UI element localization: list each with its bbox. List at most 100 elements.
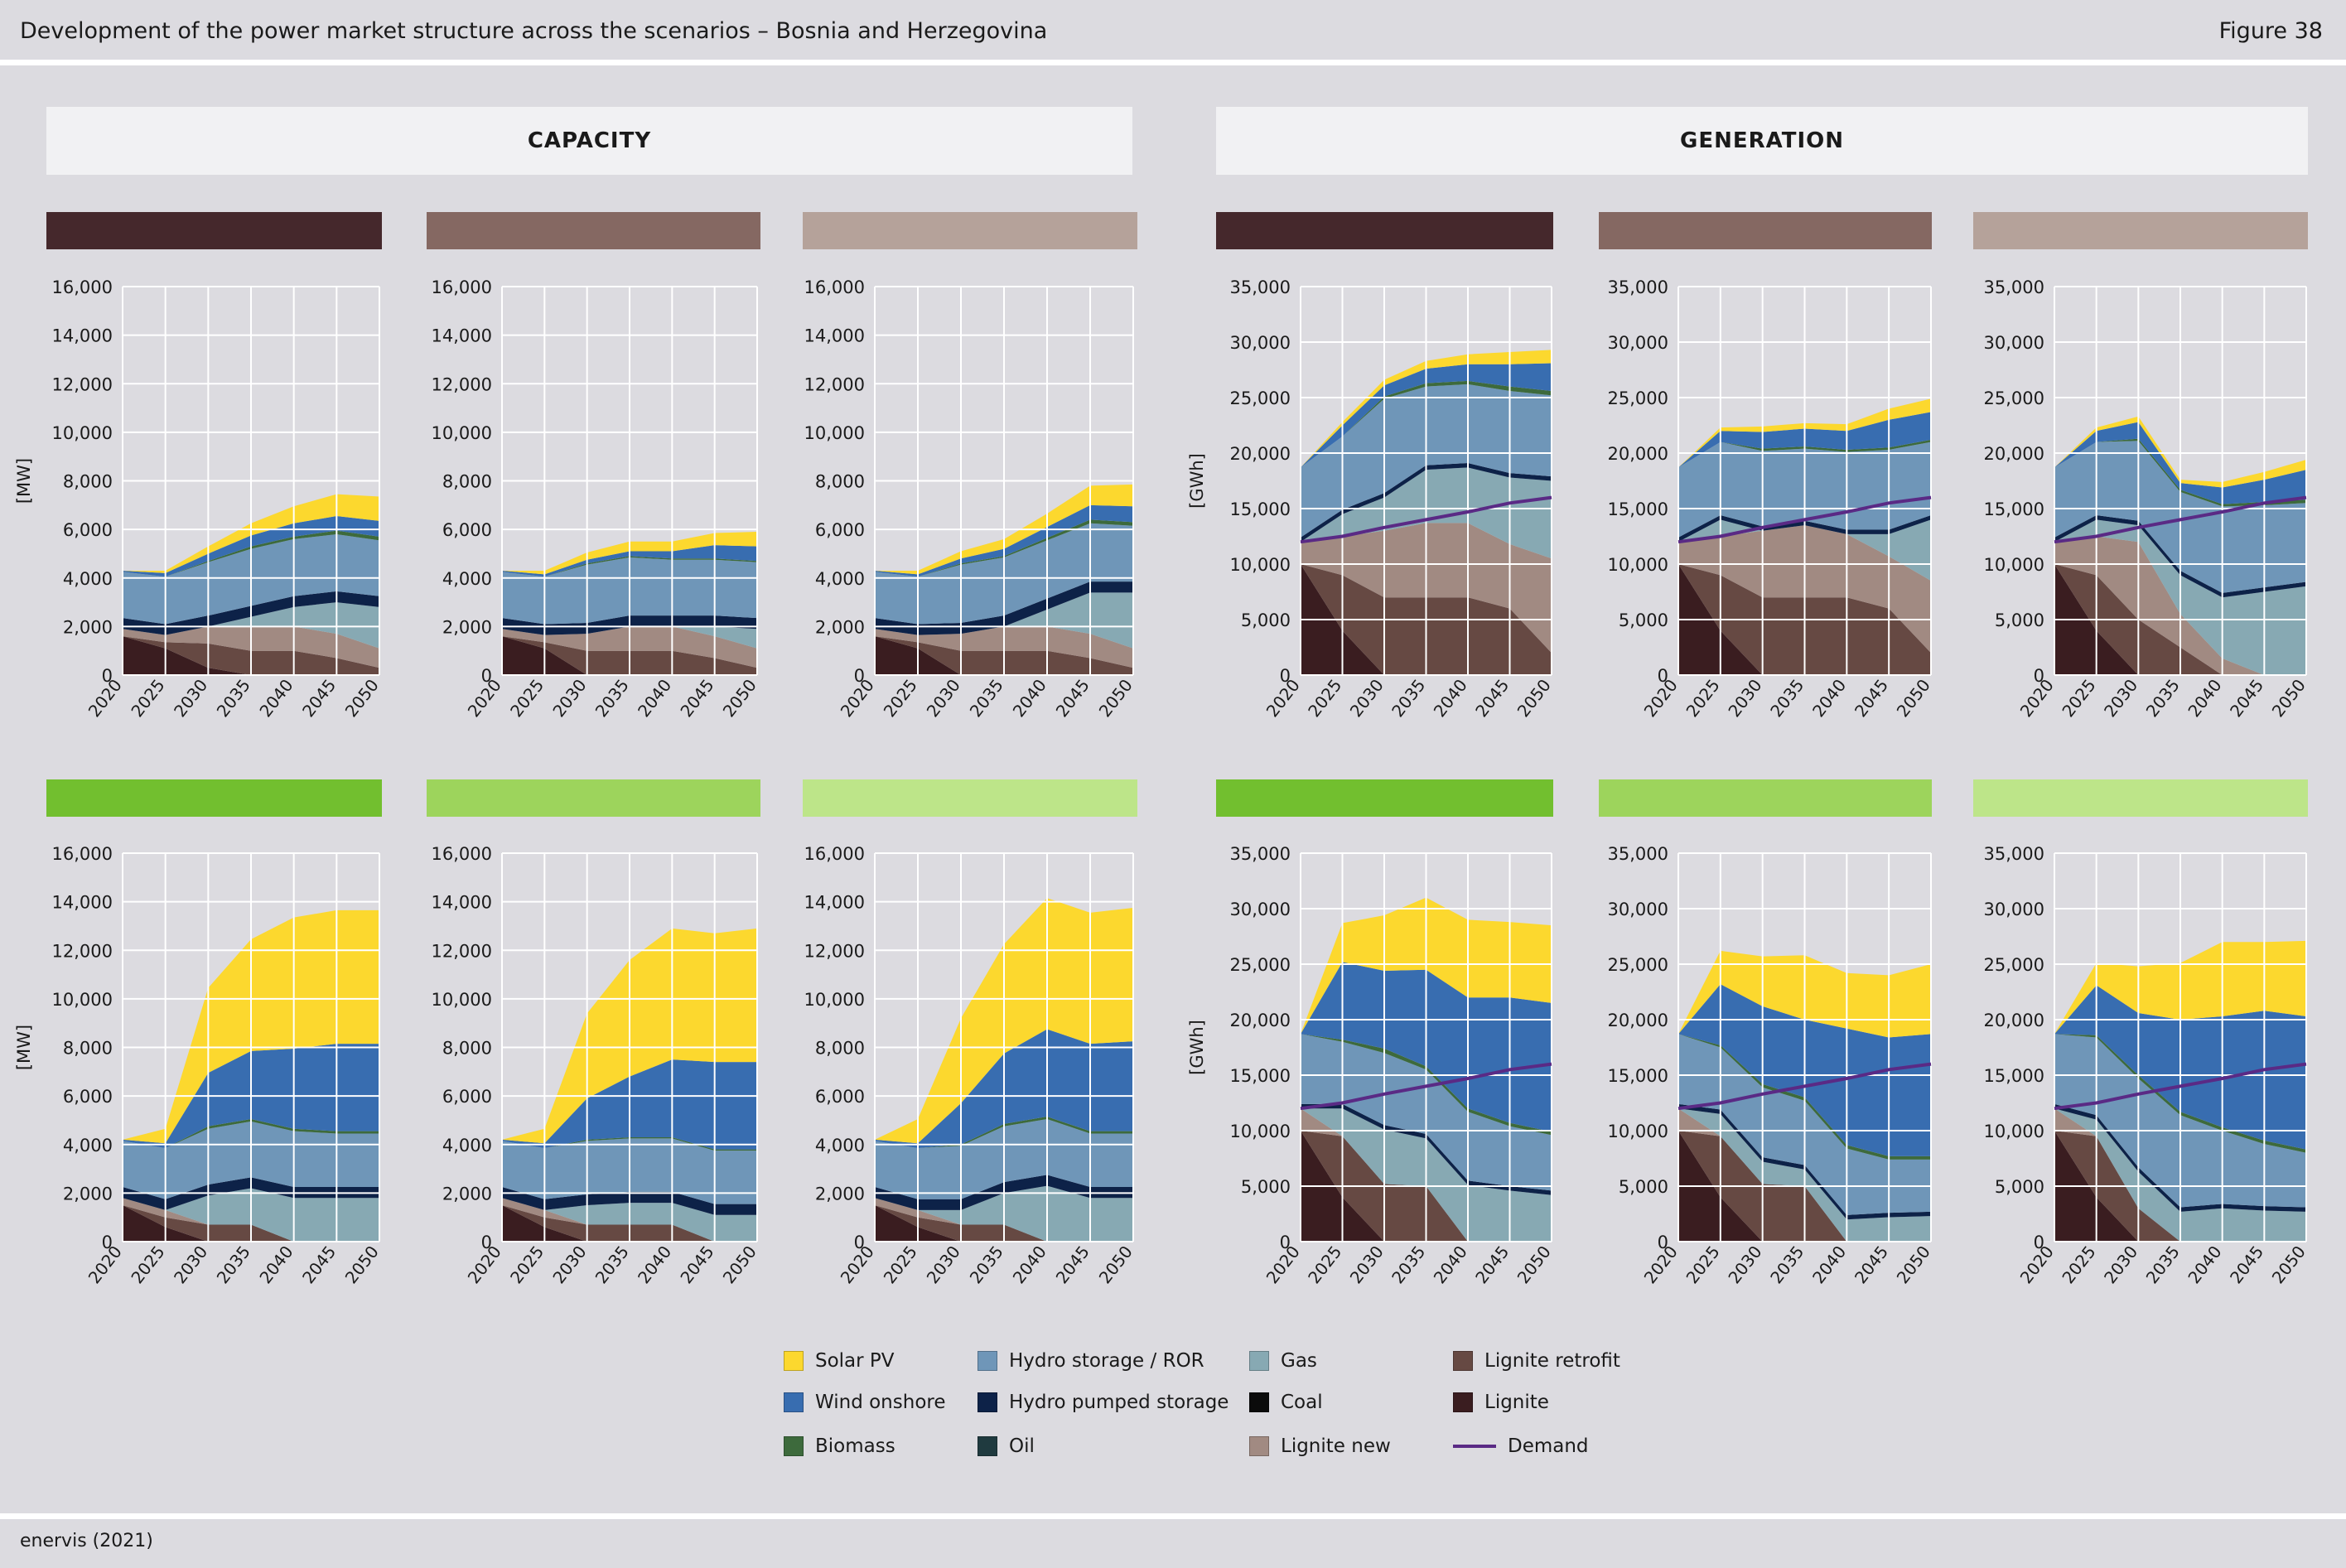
y-tick-label: 20,000 bbox=[1608, 444, 1668, 464]
y-tick-label: 0 bbox=[481, 1233, 492, 1252]
scenario-bar-capacity-5 bbox=[427, 779, 760, 817]
y-tick-label: 4,000 bbox=[442, 1136, 492, 1155]
y-tick-label: 2,000 bbox=[815, 617, 865, 637]
legend-item: Lignite bbox=[1453, 1390, 1549, 1415]
legend-item: Demand bbox=[1453, 1434, 1589, 1459]
x-tick-label: 2025 bbox=[127, 675, 168, 721]
y-tick-label: 15,000 bbox=[1230, 499, 1291, 519]
legend-item: Gas bbox=[1249, 1348, 1317, 1373]
legend: Solar PV Wind onshore Biomass Hydro storage… bbox=[784, 1348, 1620, 1464]
y-tick-label: 20,000 bbox=[1608, 1011, 1668, 1030]
area-hydro-pumped-storage bbox=[2054, 515, 2306, 598]
y-tick-label: 35,000 bbox=[1230, 844, 1291, 864]
figure-label: Figure 38 bbox=[2218, 18, 2323, 44]
y-tick-label: 10,000 bbox=[432, 423, 492, 443]
legend-label: Hydro pumped storage bbox=[1009, 1392, 1229, 1413]
legend-label: Wind onshore bbox=[815, 1392, 946, 1413]
x-tick-label: 2045 bbox=[1471, 1242, 1513, 1287]
area-solar-pv bbox=[1678, 398, 1931, 468]
page-title: Development of the power market structur… bbox=[20, 18, 1048, 44]
x-tick-label: 2020 bbox=[837, 1242, 878, 1287]
x-tick-label: 2025 bbox=[1682, 1242, 1724, 1287]
legend-item: Coal bbox=[1249, 1390, 1323, 1415]
area-lignite bbox=[123, 636, 379, 675]
y-tick-label: 15,000 bbox=[1984, 1066, 2044, 1086]
x-tick-label: 2030 bbox=[170, 675, 211, 721]
chart-generation-6: 0 5,000 10,000 15,000 20,000 25,000 30,000 35,0… bbox=[1973, 779, 2310, 1287]
x-tick-label: 2020 bbox=[837, 675, 878, 721]
x-tick-label: 2050 bbox=[341, 675, 383, 721]
x-tick-label: 2030 bbox=[548, 1242, 590, 1287]
scenario-bar-capacity-4 bbox=[46, 779, 382, 817]
y-tick-label: 35,000 bbox=[1984, 844, 2044, 864]
y-tick-label: 6,000 bbox=[815, 1087, 865, 1107]
x-tick-label: 2050 bbox=[1893, 675, 1934, 721]
y-tick-label: 14,000 bbox=[804, 326, 865, 346]
area-lignite bbox=[2054, 564, 2306, 675]
y-tick-label: 15,000 bbox=[1230, 1066, 1291, 1086]
x-tick-label: 2035 bbox=[213, 675, 254, 721]
area-solar-pv bbox=[1301, 350, 1552, 468]
y-tick-label: 16,000 bbox=[432, 844, 492, 864]
scenario-bar-generation-3 bbox=[1973, 212, 2308, 249]
y-tick-label: 6,000 bbox=[815, 520, 865, 540]
demand-line bbox=[1300, 1062, 1552, 1111]
y-tick-label: 2,000 bbox=[442, 617, 492, 637]
x-tick-label: 2020 bbox=[1262, 675, 1304, 721]
header-bar: Development of the power market structur… bbox=[0, 0, 2346, 61]
y-tick-label: 0 bbox=[102, 666, 113, 686]
legend-label: Demand bbox=[1508, 1435, 1589, 1457]
legend-swatch bbox=[784, 1436, 804, 1456]
scenario-bar-generation-6 bbox=[1973, 779, 2308, 817]
y-tick-label: 8,000 bbox=[442, 472, 492, 492]
x-tick-label: 2040 bbox=[2184, 1242, 2225, 1287]
y-tick-label: 5,000 bbox=[1619, 1177, 1668, 1197]
area-lignite bbox=[502, 1205, 757, 1242]
chart-capacity-5: 0 2,000 4,000 6,000 8,000 10,000 12,000 14,000 1… bbox=[427, 779, 760, 1287]
x-tick-label: 2050 bbox=[1513, 675, 1555, 721]
x-tick-label: 2035 bbox=[591, 675, 633, 721]
y-tick-label: 20,000 bbox=[1984, 444, 2044, 464]
y-tick-label: 10,000 bbox=[52, 423, 113, 443]
x-tick-label: 2020 bbox=[464, 1242, 505, 1287]
y-tick-label: 2,000 bbox=[815, 1184, 865, 1204]
y-tick-label: 16,000 bbox=[804, 844, 865, 864]
generation-section-header: GENERATION bbox=[1216, 107, 2308, 175]
legend-swatch bbox=[1249, 1351, 1269, 1371]
legend-swatch bbox=[978, 1436, 997, 1456]
x-tick-label: 2030 bbox=[923, 1242, 964, 1287]
x-tick-label: 2035 bbox=[1388, 1242, 1429, 1287]
demand-line bbox=[1300, 495, 1552, 544]
header-divider bbox=[0, 60, 2346, 65]
area-lignite-retrofit bbox=[2054, 1131, 2306, 1242]
legend-label: Biomass bbox=[815, 1435, 895, 1457]
x-tick-label: 2035 bbox=[1766, 1242, 1808, 1287]
x-tick-label: 2050 bbox=[2268, 1242, 2310, 1287]
legend-swatch bbox=[1453, 1392, 1473, 1412]
x-tick-label: 2040 bbox=[1808, 675, 1850, 721]
chart-generation-5: 0 5,000 10,000 15,000 20,000 25,000 30,000 35,0… bbox=[1599, 779, 1934, 1287]
y-axis-label: [MW] bbox=[14, 1025, 34, 1070]
legend-item: Hydro storage / ROR bbox=[978, 1348, 1204, 1373]
x-tick-label: 2030 bbox=[1346, 675, 1388, 721]
x-tick-label: 2035 bbox=[1766, 675, 1808, 721]
demand-line bbox=[2054, 495, 2307, 544]
scenario-bar-capacity-2 bbox=[427, 212, 760, 249]
x-tick-label: 2025 bbox=[1304, 1242, 1345, 1287]
x-tick-label: 2030 bbox=[1346, 1242, 1388, 1287]
y-tick-label: 16,000 bbox=[432, 277, 492, 297]
x-tick-label: 2040 bbox=[1808, 1242, 1850, 1287]
y-tick-label: 10,000 bbox=[1608, 1122, 1668, 1141]
y-tick-label: 16,000 bbox=[804, 277, 865, 297]
y-tick-label: 30,000 bbox=[1608, 900, 1668, 919]
chart-capacity-1: 0 2,000 4,000 6,000 8,000 10,000 12,000 14,000 1… bbox=[14, 212, 383, 721]
x-tick-label: 2045 bbox=[1851, 1242, 1892, 1287]
area-lignite bbox=[2054, 1131, 2306, 1242]
x-tick-label: 2045 bbox=[676, 1242, 717, 1287]
y-tick-label: 14,000 bbox=[432, 893, 492, 913]
y-tick-label: 14,000 bbox=[804, 893, 865, 913]
x-tick-label: 2030 bbox=[1724, 675, 1765, 721]
y-tick-label: 4,000 bbox=[815, 569, 865, 589]
x-tick-label: 2050 bbox=[1513, 1242, 1555, 1287]
y-tick-label: 12,000 bbox=[432, 941, 492, 961]
